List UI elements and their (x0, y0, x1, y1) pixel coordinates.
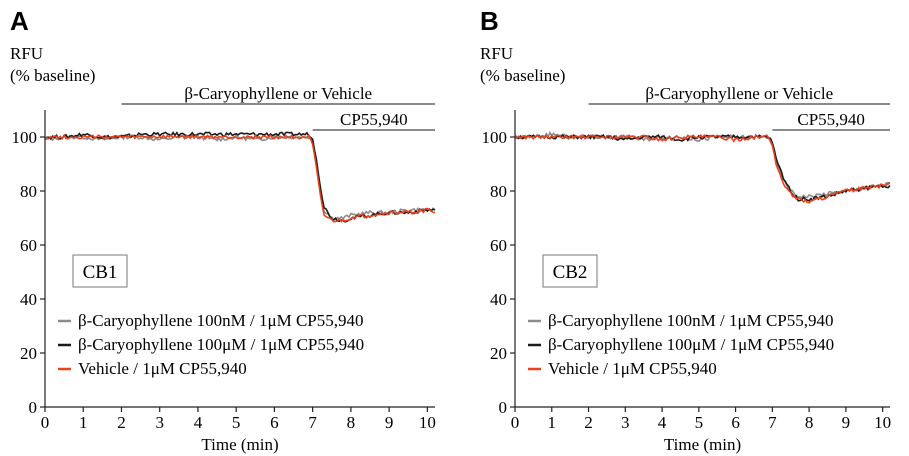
x-axis-label: Time (min) (201, 435, 278, 454)
y-axis-label-line1: RFU (480, 44, 513, 63)
x-tick-label: 7 (308, 413, 317, 432)
agonist-bar-label: CP55,940 (340, 110, 408, 129)
receptor-label: CB2 (553, 262, 588, 283)
chart-panel-a: A RFU (% baseline) β-Caryophyllene or Ve… (0, 0, 454, 456)
series-line (514, 133, 891, 204)
receptor-label: CB1 (83, 262, 118, 283)
y-tick-label: 20 (490, 344, 507, 363)
treatment-bar-label: β-Caryophyllene or Vehicle (645, 84, 833, 103)
chart-svg-b: B RFU (% baseline) β-Caryophyllene or Ve… (480, 6, 891, 454)
y-tick-label: 100 (482, 128, 508, 147)
x-tick-label: 4 (658, 413, 667, 432)
x-tick-label: 0 (511, 413, 520, 432)
x-tick-label: 7 (768, 413, 777, 432)
y-tick-label: 60 (20, 236, 37, 255)
legend: β-Caryophyllene 100nM / 1μM CP55,940 β-Ca… (528, 311, 834, 378)
receptor-label-box (72, 254, 128, 288)
y-axis-label-line2: (% baseline) (10, 66, 95, 85)
x-tick-label: 2 (584, 413, 593, 432)
y-tick-label: 0 (29, 398, 38, 417)
y-tick-label: 80 (490, 182, 507, 201)
series-line (514, 133, 891, 202)
y-axis-label-line2: (% baseline) (480, 66, 565, 85)
legend-entry: Vehicle / 1μM CP55,940 (78, 359, 247, 378)
legend-entry: Vehicle / 1μM CP55,940 (548, 359, 717, 378)
y-tick-label: 80 (20, 182, 37, 201)
x-tick-label: 8 (347, 413, 356, 432)
series-line (44, 131, 436, 223)
legend-entry: β-Caryophyllene 100μM / 1μM CP55,940 (78, 335, 364, 354)
x-tick-label: 3 (621, 413, 630, 432)
x-tick-label: 2 (117, 413, 126, 432)
y-tick-label: 20 (20, 344, 37, 363)
legend-entry: β-Caryophyllene 100nM / 1μM CP55,940 (78, 311, 364, 330)
receptor-label-box (542, 254, 598, 288)
chart-panel-b: B RFU (% baseline) β-Caryophyllene or Ve… (470, 0, 909, 456)
series-layer (514, 131, 891, 204)
treatment-bar-label: β-Caryophyllene or Vehicle (184, 84, 372, 103)
x-tick-label: 10 (419, 413, 436, 432)
series-line (514, 131, 891, 200)
panel-label: B (480, 6, 499, 36)
x-tick-label: 0 (41, 413, 50, 432)
x-tick-label: 5 (695, 413, 704, 432)
legend-entry: β-Caryophyllene 100nM / 1μM CP55,940 (548, 311, 834, 330)
y-tick-label: 40 (20, 290, 37, 309)
y-axis-label-line1: RFU (10, 44, 43, 63)
x-tick-label: 9 (842, 413, 851, 432)
y-tick-label: 40 (490, 290, 507, 309)
panel-label: A (10, 6, 29, 36)
chart-svg-a: A RFU (% baseline) β-Caryophyllene or Ve… (10, 6, 436, 454)
series-line (45, 133, 436, 223)
agonist-bar-label: CP55,940 (797, 110, 865, 129)
x-tick-label: 6 (270, 413, 279, 432)
x-tick-label: 6 (731, 413, 740, 432)
y-tick-label: 0 (499, 398, 508, 417)
x-axis-label: Time (min) (664, 435, 741, 454)
series-layer (44, 131, 436, 223)
y-tick-label: 60 (490, 236, 507, 255)
x-tick-label: 1 (548, 413, 557, 432)
legend: β-Caryophyllene 100nM / 1μM CP55,940 β-Ca… (58, 311, 364, 378)
x-tick-label: 5 (232, 413, 241, 432)
x-tick-label: 1 (79, 413, 88, 432)
legend-entry: β-Caryophyllene 100μM / 1μM CP55,940 (548, 335, 834, 354)
x-tick-label: 10 (874, 413, 891, 432)
x-tick-label: 8 (805, 413, 814, 432)
series-line (44, 133, 436, 221)
y-tick-label: 100 (12, 128, 38, 147)
x-tick-label: 4 (194, 413, 203, 432)
x-tick-label: 9 (385, 413, 394, 432)
x-tick-label: 3 (155, 413, 164, 432)
